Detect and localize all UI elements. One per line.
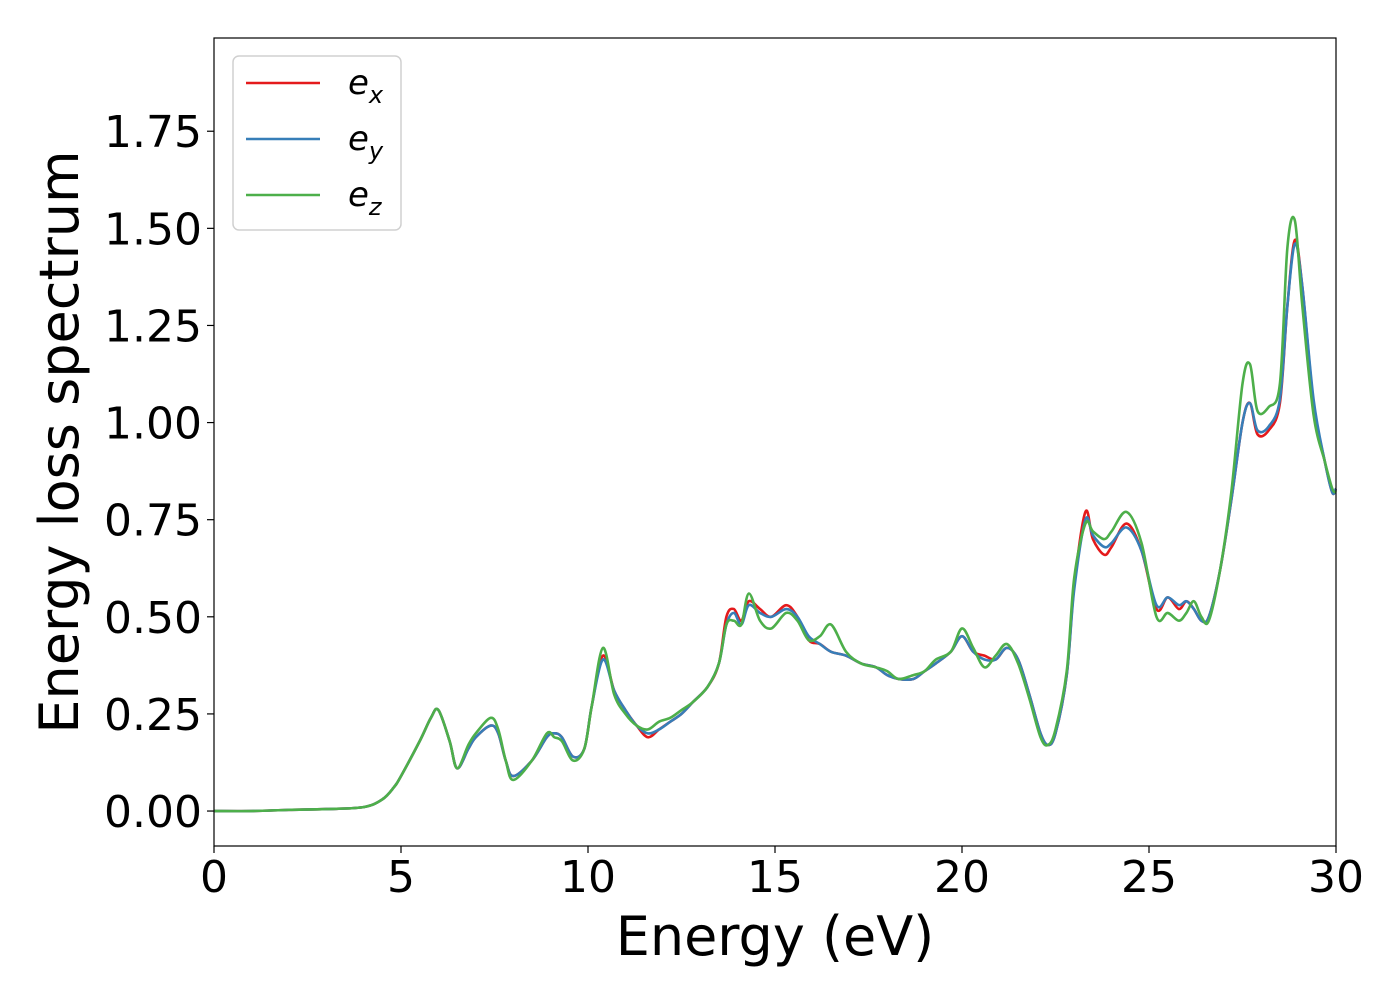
x-tick-label: 5 xyxy=(387,852,415,903)
series-lines xyxy=(213,215,1338,813)
x-axis-ticks: 0 5 10 15 20 25 30 xyxy=(200,846,1364,903)
y-tick-label: 0.75 xyxy=(104,496,202,547)
x-tick-label: 30 xyxy=(1308,852,1364,903)
y-axis-title: Energy loss spectrum xyxy=(28,150,91,733)
legend-frame xyxy=(232,55,402,231)
y-tick-label: 1.00 xyxy=(104,399,202,450)
x-tick-label: 25 xyxy=(1121,852,1177,903)
x-tick-label: 10 xyxy=(560,852,616,903)
x-tick-label: 0 xyxy=(200,852,228,903)
y-tick-label: 0.25 xyxy=(104,690,202,741)
y-tick-label: 1.75 xyxy=(104,107,202,158)
x-tick-label: 15 xyxy=(747,852,803,903)
y-tick-label: 0.00 xyxy=(104,787,202,838)
y-tick-label: 1.50 xyxy=(104,204,202,255)
y-tick-label: 1.25 xyxy=(104,301,202,352)
y-axis-ticks: 0.00 0.25 0.50 0.75 1.00 1.25 1.50 1.75 xyxy=(104,107,214,838)
x-axis-title: Energy (eV) xyxy=(616,905,935,968)
y-tick-label: 0.50 xyxy=(104,593,202,644)
legend-label-y: ey xyxy=(348,119,384,165)
legend-label-x: ex xyxy=(348,63,384,109)
series-line-z xyxy=(213,215,1337,813)
x-tick-label: 20 xyxy=(934,852,990,903)
